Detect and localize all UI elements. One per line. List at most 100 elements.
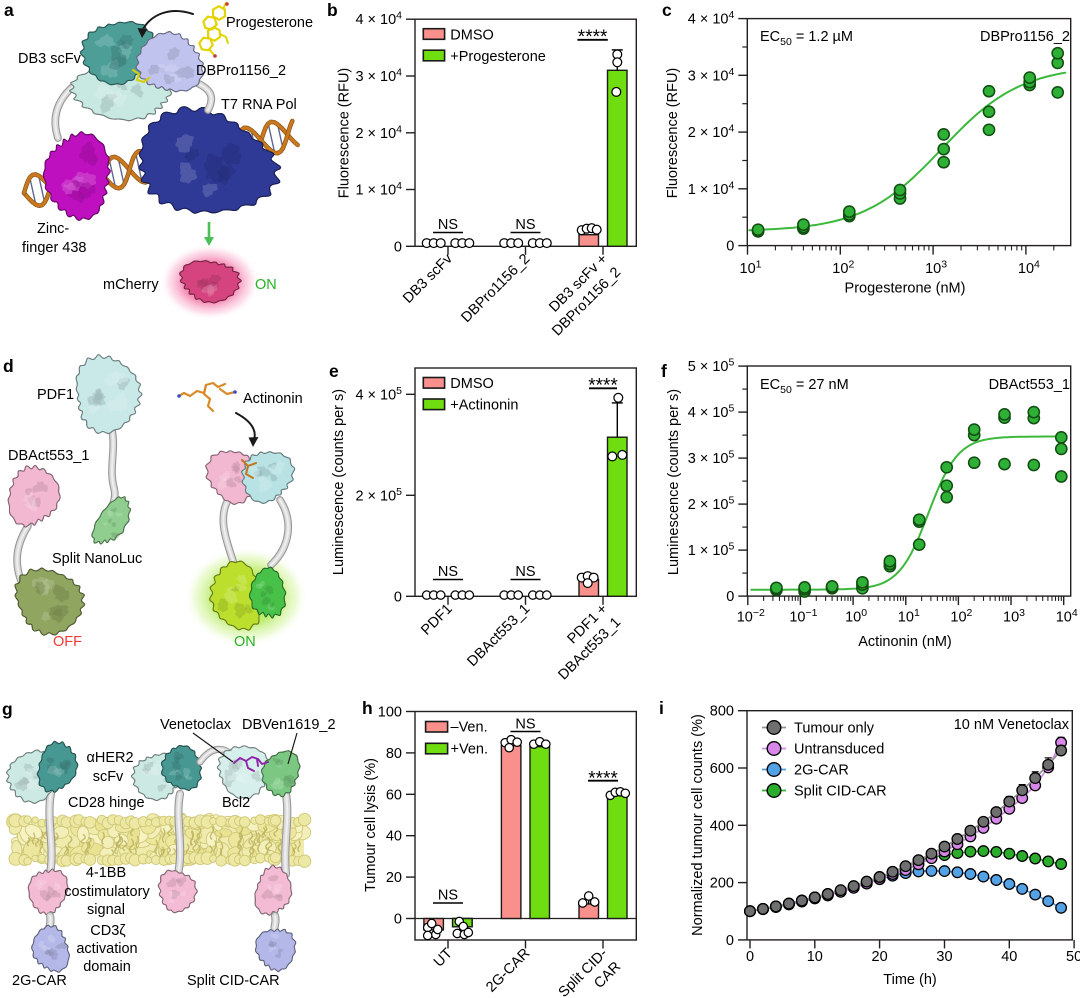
svg-text:4 × 105: 4 × 105 xyxy=(688,403,735,422)
svg-text:Fluorescence (RFU): Fluorescence (RFU) xyxy=(337,68,353,199)
svg-text:2G-CAR: 2G-CAR xyxy=(794,763,849,779)
svg-text:signal: signal xyxy=(87,902,125,918)
svg-text:b: b xyxy=(327,0,338,20)
svg-text:10: 10 xyxy=(807,949,823,965)
svg-text:–Ven.: –Ven. xyxy=(451,720,488,736)
svg-text:PDF1: PDF1 xyxy=(37,387,74,403)
svg-text:DBVen1619_2: DBVen1619_2 xyxy=(242,717,336,733)
svg-text:d: d xyxy=(3,356,14,376)
svg-text:4 × 104: 4 × 104 xyxy=(688,9,735,28)
svg-text:30: 30 xyxy=(936,949,952,965)
svg-text:Actinonin: Actinonin xyxy=(243,391,303,407)
svg-text:e: e xyxy=(329,361,339,381)
svg-text:1 × 104: 1 × 104 xyxy=(688,179,735,198)
svg-text:1 × 104: 1 × 104 xyxy=(355,180,402,199)
svg-text:0: 0 xyxy=(394,589,402,605)
svg-text:Luminescence (counts per s): Luminescence (counts per s) xyxy=(666,389,682,575)
svg-text:Split NanoLuc: Split NanoLuc xyxy=(52,551,142,567)
svg-text:2G-CAR: 2G-CAR xyxy=(12,973,67,989)
svg-text:g: g xyxy=(2,699,13,719)
svg-text:finger 438: finger 438 xyxy=(22,240,87,256)
svg-text:f: f xyxy=(661,361,667,381)
svg-text:600: 600 xyxy=(710,761,734,777)
svg-text:scFv: scFv xyxy=(93,769,124,785)
svg-text:0: 0 xyxy=(394,239,402,255)
svg-text:Untransduced: Untransduced xyxy=(794,742,884,758)
svg-text:60: 60 xyxy=(386,787,402,803)
svg-text:Split CID-CAR: Split CID-CAR xyxy=(187,973,280,989)
svg-text:mCherry: mCherry xyxy=(103,277,159,293)
svg-text:10 nM Venetoclax: 10 nM Venetoclax xyxy=(954,717,1070,733)
svg-text:0: 0 xyxy=(746,949,754,965)
svg-text:Zinc-: Zinc- xyxy=(37,221,69,237)
svg-text:4 × 104: 4 × 104 xyxy=(355,10,402,29)
svg-text:40: 40 xyxy=(1001,949,1017,965)
svg-text:4 × 105: 4 × 105 xyxy=(355,385,402,404)
svg-text:2 × 105: 2 × 105 xyxy=(355,486,402,505)
svg-text:αHER2: αHER2 xyxy=(86,750,133,766)
svg-text:CD28 hinge: CD28 hinge xyxy=(68,795,145,811)
svg-text:c: c xyxy=(662,0,672,20)
svg-text:Actinonin (nM): Actinonin (nM) xyxy=(858,634,951,650)
svg-text:0: 0 xyxy=(394,912,402,928)
svg-text:2 × 105: 2 × 105 xyxy=(688,495,735,513)
svg-text:DBAct553_1: DBAct553_1 xyxy=(8,448,89,464)
svg-text:3 × 104: 3 × 104 xyxy=(355,67,402,86)
svg-text:Normalized tumour cell counts: Normalized tumour cell counts (%) xyxy=(690,714,706,936)
svg-text:DMSO: DMSO xyxy=(450,27,494,43)
svg-text:NS: NS xyxy=(515,217,535,233)
svg-text:****: **** xyxy=(588,769,618,790)
svg-text:0: 0 xyxy=(726,239,734,255)
svg-text:4-1BB: 4-1BB xyxy=(86,865,126,881)
svg-text:Fluorescence (RFU): Fluorescence (RFU) xyxy=(665,68,681,199)
svg-text:800: 800 xyxy=(710,704,734,720)
svg-text:Luminescence (counts per s): Luminescence (counts per s) xyxy=(331,389,347,575)
svg-text:NS: NS xyxy=(515,564,535,580)
svg-text:a: a xyxy=(4,0,14,20)
svg-text:Split CID-CAR: Split CID-CAR xyxy=(794,784,887,800)
svg-text:+Progesterone: +Progesterone xyxy=(450,49,546,65)
svg-text:ON: ON xyxy=(234,634,256,650)
svg-text:OFF: OFF xyxy=(53,634,82,650)
svg-text:100: 100 xyxy=(378,705,402,721)
svg-text:DBAct553_1: DBAct553_1 xyxy=(989,377,1070,393)
svg-text:h: h xyxy=(362,698,373,718)
svg-text:3 × 105: 3 × 105 xyxy=(688,449,735,468)
svg-text:NS: NS xyxy=(438,217,458,233)
svg-text:400: 400 xyxy=(710,818,734,834)
svg-text:Venetoclax: Venetoclax xyxy=(160,717,232,733)
svg-text:NS: NS xyxy=(515,717,535,733)
svg-text:Tumour only: Tumour only xyxy=(794,721,875,737)
svg-text:DB3 scFv: DB3 scFv xyxy=(18,51,82,67)
svg-text:Bcl2: Bcl2 xyxy=(222,795,250,811)
svg-text:80: 80 xyxy=(386,746,402,762)
svg-text:****: **** xyxy=(578,27,608,48)
svg-text:20: 20 xyxy=(386,870,402,886)
svg-text:+Ven.: +Ven. xyxy=(451,741,489,757)
svg-text:Time (h): Time (h) xyxy=(883,972,936,988)
svg-text:200: 200 xyxy=(710,876,734,892)
svg-text:ON: ON xyxy=(255,277,277,293)
svg-text:1 × 105: 1 × 105 xyxy=(688,541,735,560)
svg-text:+Actinonin: +Actinonin xyxy=(450,398,518,414)
svg-text:NS: NS xyxy=(438,888,458,904)
svg-text:DBPro1156_2: DBPro1156_2 xyxy=(196,63,286,79)
svg-text:5 × 105: 5 × 105 xyxy=(688,357,735,376)
svg-text:50: 50 xyxy=(1066,949,1080,965)
svg-text:0: 0 xyxy=(726,589,734,605)
svg-text:Tumour cell lysis (%): Tumour cell lysis (%) xyxy=(363,758,379,892)
svg-text:Progesterone: Progesterone xyxy=(226,15,313,31)
svg-text:40: 40 xyxy=(386,829,402,845)
svg-text:2 × 104: 2 × 104 xyxy=(688,123,735,142)
svg-text:0: 0 xyxy=(726,933,734,949)
svg-text:i: i xyxy=(659,698,664,718)
svg-text:domain: domain xyxy=(83,959,131,975)
svg-text:DMSO: DMSO xyxy=(450,376,494,392)
svg-text:costimulatory: costimulatory xyxy=(64,884,150,900)
svg-text:activation: activation xyxy=(76,941,137,957)
svg-text:20: 20 xyxy=(872,949,888,965)
svg-text:T7 RNA Pol: T7 RNA Pol xyxy=(221,97,297,113)
svg-text:NS: NS xyxy=(438,564,458,580)
svg-text:****: **** xyxy=(588,376,618,397)
svg-text:CD3ζ: CD3ζ xyxy=(90,923,126,939)
